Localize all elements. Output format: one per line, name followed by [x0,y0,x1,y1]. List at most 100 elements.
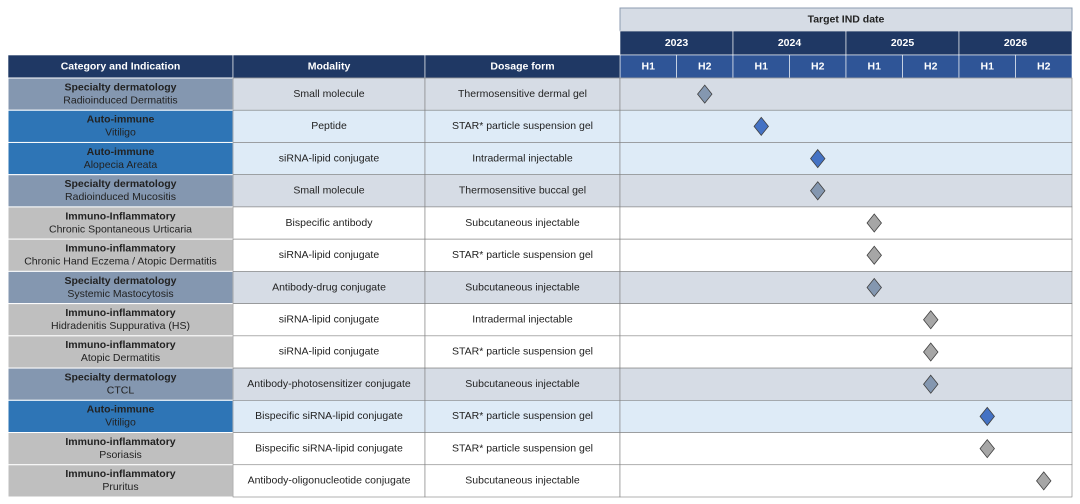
dosage-form: STAR* particle suspension gel [452,249,593,261]
dosage-form: Subcutaneous injectable [465,217,580,229]
dosage-cell [424,174,621,208]
target-marker [866,213,882,233]
modality-cell [232,174,426,208]
dosage-cell [424,238,621,272]
modality: siRNA-lipid conjugate [279,152,380,164]
timeline-cell [619,303,1073,337]
dosage-cell [424,142,621,175]
indication: Chronic Hand Eczema / Atopic Dermatitis [24,256,217,268]
target-marker [866,245,882,265]
modality: siRNA-lipid conjugate [279,314,380,326]
target-marker [753,116,769,136]
half-label: H2 [924,60,938,72]
timeline-cell [619,464,1073,498]
modality-cell [232,400,426,433]
target-marker [697,84,713,104]
timeline-cell [619,142,1073,175]
dosage-cell [424,303,621,337]
half-label: H2 [811,60,825,72]
modality-cell [232,238,426,272]
target-marker [923,310,939,330]
year-cell [619,30,734,56]
modality: Bispecific siRNA-lipid conjugate [255,442,403,454]
indication: Radioinduced Mucositis [65,191,176,203]
category: Immuno-inflammatory [65,307,175,319]
year-label: 2024 [778,37,802,49]
dosage-form: Thermosensitive dermal gel [458,88,587,100]
indication: Pruritus [102,481,138,493]
timeline-cell [619,335,1073,369]
indication: CTCL [107,384,135,396]
modality: siRNA-lipid conjugate [279,346,380,358]
modality: Small molecule [293,88,364,100]
column-header: Modality [308,60,351,72]
timeline-cell [619,432,1073,466]
indication: Vitiligo [105,127,136,139]
indication: Radioinduced Dermatitis [63,94,177,106]
modality-cell [232,271,426,304]
half-label: H1 [755,60,769,72]
dosage-cell [424,400,621,433]
dosage-form: STAR* particle suspension gel [452,346,593,358]
indication: Hidradenitis Suppurativa (HS) [51,320,190,332]
target-marker [866,277,882,298]
year-cell [845,30,960,56]
dosage-form: Subcutaneous injectable [465,281,580,293]
indication: Vitiligo [105,417,136,429]
category: Immuno-inflammatory [65,243,175,255]
modality-cell [232,367,426,401]
modality: Antibody-drug conjugate [272,281,386,293]
category: Auto-immune [87,404,155,416]
half-label: H1 [642,60,656,72]
category: Specialty dermatology [64,178,176,190]
dosage-form: Intradermal injectable [472,314,573,326]
category-cell [7,464,234,498]
indication: Systemic Mastocytosis [67,288,173,300]
column-header: Category and Indication [61,60,181,72]
target-marker [979,439,995,459]
modality-cell [232,464,426,498]
half-label: H2 [1037,60,1051,72]
category-cell [7,238,234,272]
column-header: Dosage form [490,60,554,72]
timeline-cell [619,271,1073,304]
modality: Small molecule [293,185,364,197]
timeline-cell [619,400,1073,433]
half-label: H1 [981,60,995,72]
target-marker [979,406,995,427]
category-cell [7,77,234,111]
dosage-cell [424,77,621,111]
dosage-cell [424,367,621,401]
timeline-cell [619,238,1073,272]
timeline-title: Target IND date [808,13,885,25]
target-marker [923,374,939,394]
indication: Chronic Spontaneous Urticaria [49,223,192,235]
category: Specialty dermatology [64,81,176,93]
category: Specialty dermatology [64,371,176,383]
target-marker [1036,471,1052,491]
modality-cell [232,206,426,240]
year-cell [958,30,1073,56]
dosage-cell [424,464,621,498]
half-label: H1 [868,60,882,72]
modality: Bispecific siRNA-lipid conjugate [255,410,403,422]
indication: Alopecia Areata [84,159,158,171]
dosage-form: Intradermal injectable [472,152,573,164]
timeline-cell [619,174,1073,208]
dosage-form: Subcutaneous injectable [465,475,580,487]
dosage-cell [424,432,621,466]
modality-cell [232,142,426,175]
category-cell [7,303,234,337]
indication: Psoriasis [99,449,142,461]
modality: siRNA-lipid conjugate [279,249,380,261]
category: Immuno-inflammatory [65,436,175,448]
category: Auto-immune [87,114,155,126]
category: Immuno-inflammatory [65,339,175,351]
modality-cell [232,77,426,111]
year-label: 2023 [665,37,689,49]
modality: Antibody-photosensitizer conjugate [247,378,411,390]
category: Immuno-Inflammatory [65,210,175,222]
dosage-form: STAR* particle suspension gel [452,410,593,422]
modality: Antibody-oligonucleotide conjugate [248,475,411,487]
modality: Peptide [311,120,347,132]
